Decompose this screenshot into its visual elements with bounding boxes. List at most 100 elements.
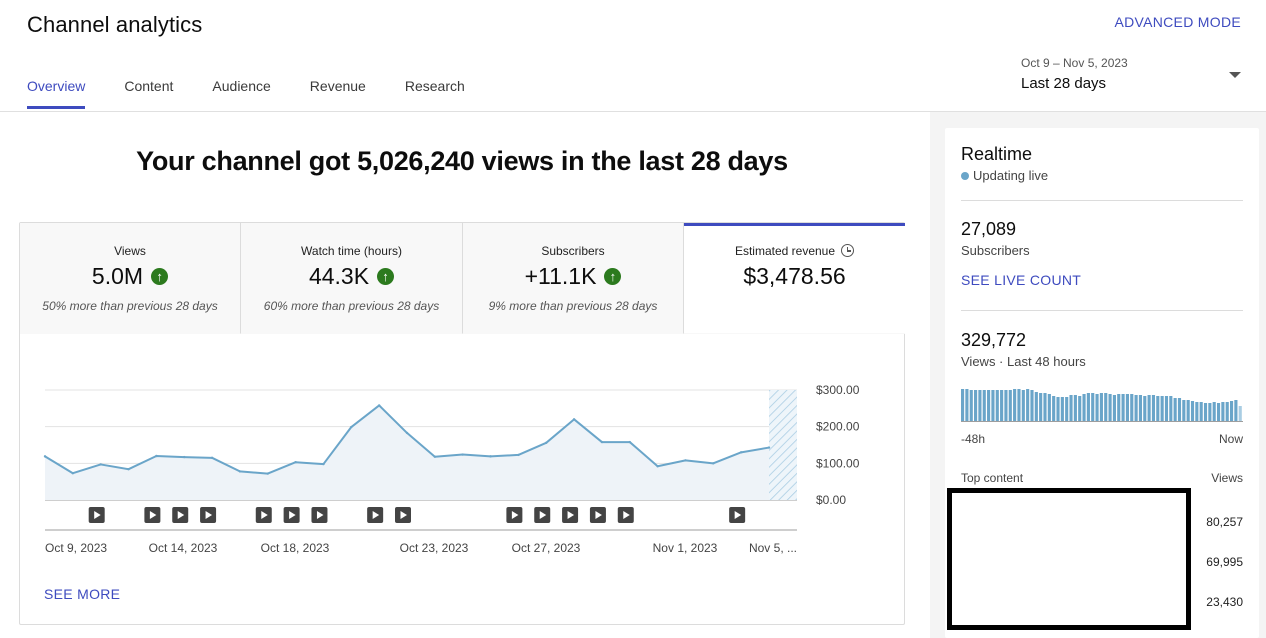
play-triangle [372,511,380,519]
metric-tab-subscribers[interactable]: Subscribers +11.1K ↑ 9% more than previo… [463,223,684,334]
realtime-bar [969,390,973,421]
play-triangle [177,511,185,519]
see-more-link[interactable]: SEE MORE [44,586,121,602]
metric-value-row: $3,478.56 [684,263,905,290]
overview-chart-card: Views 5.0M ↑ 50% more than previous 28 d… [19,222,905,625]
realtime-bar [1082,394,1086,421]
realtime-bar [1095,394,1099,421]
tab-revenue[interactable]: Revenue [309,78,366,94]
realtime-bar [1130,394,1134,421]
realtime-bar [1195,402,1199,421]
advanced-mode-button[interactable]: ADVANCED MODE [1114,14,1241,30]
realtime-subscriber-label: Subscribers [961,243,1030,258]
realtime-views-label: Views · Last 48 hours [961,354,1086,369]
data-point [322,462,325,466]
data-point [183,455,186,459]
top-content-views-value: 69,995 [1206,555,1243,569]
data-point [99,463,102,466]
data-point [739,451,743,454]
trend-up-icon: ↑ [604,268,622,285]
play-triangle [595,511,602,519]
metric-label-row: Estimated revenue [684,244,905,258]
metric-comparison: 50% more than previous 28 days [42,299,218,313]
x-tick-label: Oct 18, 2023 [261,541,330,555]
realtime-bar [1156,396,1160,421]
realtime-bar [991,390,995,421]
realtime-bar [961,389,965,421]
y-tick-label: $200.00 [816,420,860,434]
metric-label: Watch time (hours) [301,244,402,258]
date-preset-text: Last 28 days [1021,75,1107,92]
realtime-bar [1017,389,1021,421]
realtime-bar [1169,396,1173,421]
data-point [238,470,242,473]
date-range-text: Oct 9 – Nov 5, 2023 [1021,56,1128,70]
metric-value: +11.1K [524,263,597,289]
metric-label: Estimated revenue [734,244,836,258]
metric-tab-watch-time[interactable]: Watch time (hours) 44.3K ↑ 60% more than… [241,223,463,334]
divider [961,310,1243,311]
realtime-bar [1138,395,1143,421]
metric-comparison: 9% more than previous 28 days [488,299,658,313]
realtime-bar [1069,395,1073,421]
y-tick-label: $100.00 [816,456,860,470]
play-triangle [205,511,213,519]
realtime-bar [1186,400,1190,421]
data-point [767,446,771,449]
trend-up-icon: ↑ [151,268,169,285]
top-content-views-value: 80,257 [1206,515,1243,529]
tab-overview[interactable]: Overview [27,78,86,109]
realtime-bar [978,390,982,421]
data-point [545,441,548,444]
metric-tab-estimated-revenue[interactable]: Estimated revenue $3,478.56 [684,223,905,334]
realtime-views-count: 329,772 [961,330,1027,350]
tab-research[interactable]: Research [404,78,465,94]
realtime-bar [1026,389,1030,421]
realtime-bar [1229,401,1234,421]
metric-value-row: +11.1K ↑ [463,263,683,290]
realtime-bar [1065,397,1069,421]
realtime-bar [1225,402,1229,421]
data-point [628,440,631,444]
metric-value: $3,478.56 [743,263,846,289]
realtime-bar [1043,393,1047,421]
realtime-bar [1073,395,1077,421]
data-point [600,440,604,444]
realtime-bar [1030,390,1034,421]
play-triangle [316,511,324,519]
realtime-bar [1039,393,1043,421]
realtime-bar [1091,393,1095,421]
realtime-bar [1047,394,1051,421]
realtime-bar [1199,402,1203,421]
realtime-bar [1078,396,1082,421]
realtime-bar [1000,390,1004,421]
partial-day-hatch [769,390,797,500]
realtime-views-bar-chart [961,389,1243,422]
play-triangle [539,511,547,519]
realtime-bar [1203,403,1208,421]
tab-audience[interactable]: Audience [212,78,271,94]
realtime-bar [1216,403,1221,421]
realtime-bar [1190,401,1195,421]
realtime-bar [1177,398,1182,421]
line-area-fill [45,405,769,500]
see-live-count-link[interactable]: SEE LIVE COUNT [961,272,1082,288]
metric-tab-views[interactable]: Views 5.0M ↑ 50% more than previous 28 d… [20,223,241,334]
realtime-bar [1147,395,1151,421]
data-point [461,453,464,456]
play-triangle [261,511,268,519]
play-triangle [734,511,742,519]
realtime-bar [1221,402,1225,421]
metric-value: 44.3K [308,263,370,289]
top-content-views-header: Views [1211,471,1243,485]
realtime-status: Updating live [961,168,1048,183]
realtime-bar [995,390,999,421]
data-point [350,425,353,429]
date-range-picker[interactable]: Oct 9 – Nov 5, 2023 Last 28 days [1021,56,1245,100]
data-point [405,431,409,435]
realtime-bar [965,389,969,421]
divider [961,200,1243,201]
top-content-header: Top content [961,471,1024,485]
realtime-bar [982,390,986,421]
tab-content[interactable]: Content [124,78,174,94]
